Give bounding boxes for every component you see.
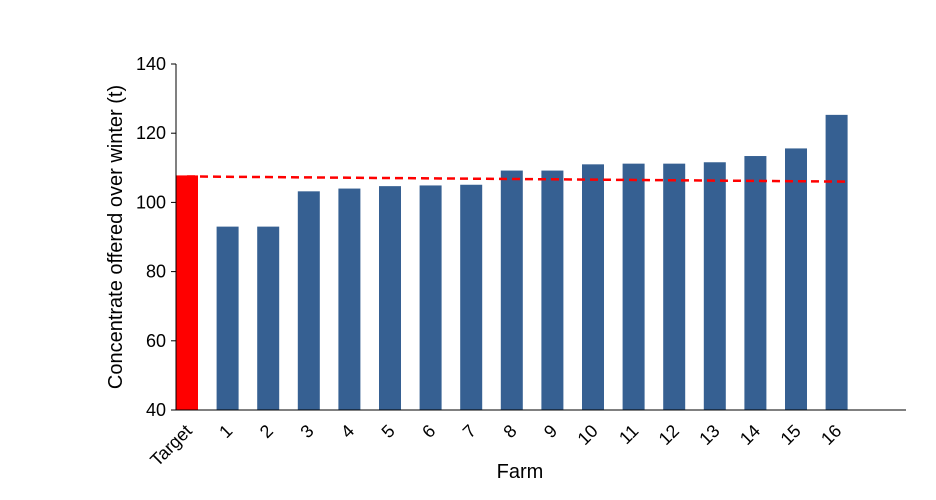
bar-3 (297, 191, 320, 410)
x-tick-label-5: 5 (378, 421, 399, 442)
bar-15 (785, 148, 807, 410)
trend-line-group (186, 175, 849, 183)
bar-13 (703, 162, 726, 410)
axes-group (171, 63, 906, 411)
bars-group (176, 114, 848, 410)
x-tick-label-13: 13 (695, 421, 723, 449)
x-tick-label-8: 8 (499, 421, 520, 442)
bar-target (176, 175, 198, 410)
y-axis-title: Concentrate offered over winter (t) (105, 85, 127, 389)
bar-14 (744, 156, 767, 410)
x-tick-label-12: 12 (655, 421, 683, 449)
y-tick-label-120: 120 (136, 123, 166, 143)
bar-16 (825, 114, 848, 410)
bar-12 (663, 163, 686, 410)
bar-4 (338, 188, 361, 410)
x-axis-title: Farm (497, 461, 544, 483)
bar-8 (500, 170, 523, 410)
y-tick-label-60: 60 (146, 331, 166, 351)
x-tick-label-11: 11 (615, 421, 642, 448)
x-tick-label-6: 6 (418, 421, 439, 442)
bar-11 (622, 163, 645, 410)
y-tick-label-100: 100 (136, 192, 166, 212)
bar-7 (460, 184, 483, 410)
y-tick-labels: 40 60 80 100 120 140 (136, 54, 166, 420)
bar-5 (379, 186, 401, 410)
bar-10 (582, 164, 604, 410)
bar-9 (541, 170, 564, 410)
bar-6 (419, 185, 442, 410)
bar-2 (257, 226, 280, 410)
x-tick-label-3: 3 (296, 421, 317, 442)
x-tick-label-2: 2 (256, 421, 277, 442)
y-tick-label-80: 80 (146, 262, 166, 282)
x-tick-label-1: 1 (215, 421, 236, 442)
x-tick-label-14: 14 (736, 421, 764, 449)
x-tick-label-7: 7 (459, 421, 480, 442)
bar-1 (216, 226, 239, 410)
x-tick-label-15: 15 (777, 421, 805, 449)
y-tick-label-40: 40 (146, 400, 166, 420)
x-tick-label-16: 16 (817, 421, 845, 449)
x-tick-label-10: 10 (574, 421, 602, 449)
x-tick-label-4: 4 (337, 421, 358, 442)
y-tick-label-140: 140 (136, 54, 166, 74)
x-tick-label-target: Target (146, 421, 196, 471)
x-tick-label-9: 9 (540, 421, 561, 442)
trend-line (186, 175, 849, 183)
